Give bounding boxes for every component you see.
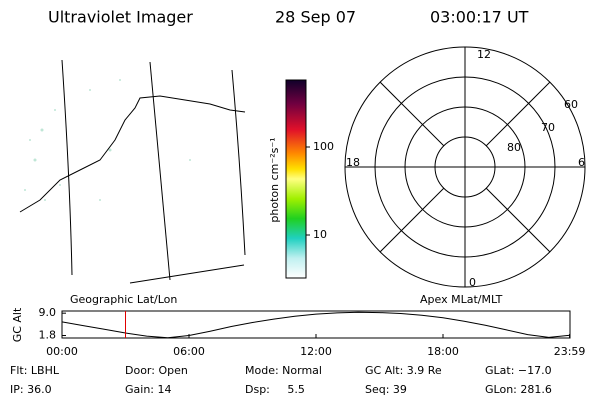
instrument: Ultraviolet Imager <box>48 8 193 27</box>
x-tick-label: 12:00 <box>300 345 332 358</box>
polar-plot: 12 18 6 0 60 70 80 <box>344 46 586 289</box>
footer-field: Seq: 39 <box>365 383 407 396</box>
x-tick-label: 23:59 <box>554 345 586 358</box>
altitude-line <box>61 311 571 339</box>
colorbar-scale <box>285 79 307 279</box>
footer-field: Gain: 14 <box>125 383 172 396</box>
alt-left-title: Geographic Lat/Lon <box>70 293 177 306</box>
colorbar: 100 10 photon cm⁻²s⁻¹ <box>268 79 334 279</box>
footer: Flt: LBHL Door: Open Mode: Normal GC Alt: 3… <box>10 364 552 396</box>
mlt-label: 18 <box>346 156 360 169</box>
x-tick-label: 00:00 <box>46 345 78 358</box>
x-tick-label: 18:00 <box>427 345 459 358</box>
colorbar-tick: 100 <box>313 140 334 153</box>
footer-field: Flt: LBHL <box>10 364 60 377</box>
x-tick-label: 06:00 <box>173 345 205 358</box>
time: 03:00:17 UT <box>430 8 529 27</box>
y-tick-label: 9.0 <box>39 306 57 319</box>
map-panel <box>19 59 246 284</box>
footer-field: Mode: Normal <box>245 364 322 377</box>
footer-field: GLon: 281.6 <box>485 383 552 396</box>
mlat-label: 80 <box>507 141 521 154</box>
footer-field: Dsp: 5.5 <box>245 383 305 396</box>
alt-frame <box>61 310 571 339</box>
footer-field: Door: Open <box>125 364 188 377</box>
footer-field: GLat: −17.0 <box>485 364 552 377</box>
footer-field: GC Alt: 3.9 Re <box>365 364 442 377</box>
colorbar-tick: 10 <box>313 228 327 241</box>
altitude-plot: Geographic Lat/Lon Apex MLat/MLT GC Alt … <box>11 293 585 358</box>
date: 28 Sep 07 <box>275 8 356 27</box>
mlt-label: 6 <box>578 156 585 169</box>
mlt-label: 12 <box>477 48 491 61</box>
footer-field: IP: 36.0 <box>10 383 52 396</box>
mlat-label: 70 <box>541 121 555 134</box>
y-tick-label: 1.8 <box>39 329 57 342</box>
mlat-label: 60 <box>564 98 578 111</box>
colorbar-label: photon cm⁻²s⁻¹ <box>268 137 281 222</box>
alt-right-title: Apex MLat/MLT <box>420 293 503 306</box>
alt-ylabel: GC Alt <box>11 307 24 342</box>
mlt-label: 0 <box>469 276 476 289</box>
